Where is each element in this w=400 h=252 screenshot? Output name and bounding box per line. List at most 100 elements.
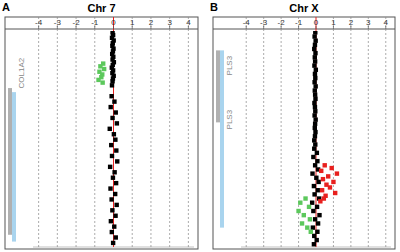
point [303, 196, 307, 200]
point [313, 105, 317, 109]
point [313, 31, 317, 35]
grid-line [94, 17, 95, 247]
frame [5, 17, 198, 249]
point [110, 116, 114, 120]
gene-label: PLS3 [225, 109, 234, 129]
point [313, 92, 317, 96]
point [112, 132, 116, 136]
point [315, 230, 319, 234]
point [313, 122, 317, 126]
point [96, 78, 100, 82]
point [100, 80, 104, 84]
point [312, 242, 316, 246]
gene-label: PLS3 [225, 55, 234, 75]
point [114, 203, 118, 207]
point [317, 213, 321, 217]
grid-line [188, 17, 189, 247]
tick-label: 4 [186, 18, 191, 27]
tick-label: -2 [278, 18, 286, 27]
point [312, 184, 316, 188]
grid-line [350, 17, 351, 247]
point [312, 34, 316, 38]
grid-line [150, 17, 151, 247]
grid-line [263, 17, 264, 247]
point [313, 117, 317, 121]
point [109, 197, 113, 201]
point [312, 101, 316, 105]
point [115, 121, 119, 125]
tick-label: 4 [384, 18, 389, 27]
point [109, 219, 113, 223]
tick-label: 0 [314, 18, 319, 27]
point [108, 186, 112, 190]
tick-label: -4 [243, 18, 251, 27]
point [296, 209, 300, 213]
grid-line [333, 17, 334, 247]
point [110, 79, 114, 83]
region-bar [8, 88, 12, 235]
marks [96, 31, 119, 245]
grid-line [38, 17, 39, 247]
point [109, 94, 113, 98]
point [108, 105, 112, 109]
point [313, 109, 317, 113]
point [313, 84, 317, 88]
point [315, 151, 319, 155]
region-bar [12, 92, 16, 241]
point [323, 163, 327, 167]
point [113, 192, 117, 196]
point [321, 177, 325, 181]
point [313, 134, 317, 138]
point [307, 205, 311, 209]
marks [296, 31, 339, 246]
point [326, 174, 330, 178]
tick-label: -1 [295, 18, 303, 27]
point [113, 214, 117, 218]
strip-border [213, 29, 395, 30]
point [313, 130, 317, 134]
point [112, 99, 116, 103]
point [313, 97, 317, 101]
point [309, 230, 313, 234]
point [311, 225, 315, 229]
tick-label: 3 [366, 18, 371, 27]
point [312, 138, 316, 142]
grid-line [132, 17, 133, 247]
figure: AChr 7-4-3-2-101234COL1A2BChr X-4-3-2-10… [0, 0, 400, 252]
point [312, 47, 316, 51]
point [111, 241, 115, 245]
frame [213, 17, 395, 249]
tick-label: -2 [72, 18, 80, 27]
grid-line [169, 17, 170, 247]
tick-label: 2 [149, 18, 154, 27]
point [312, 80, 316, 84]
point [98, 64, 102, 68]
grid-line [76, 17, 77, 247]
tick-label: 0 [111, 18, 116, 27]
grid-line [246, 17, 247, 247]
point [333, 191, 337, 195]
point [112, 224, 116, 228]
point [114, 148, 118, 152]
region-bar [216, 50, 220, 122]
point [316, 180, 320, 184]
point [312, 192, 316, 196]
point [111, 176, 115, 180]
point [313, 59, 317, 63]
point [312, 234, 316, 238]
title: Chr X [289, 2, 319, 14]
point [302, 213, 306, 217]
point [313, 163, 317, 167]
gene-label: COL1A2 [17, 57, 26, 88]
point [108, 165, 112, 169]
point [313, 126, 317, 130]
point [316, 221, 320, 225]
point [310, 171, 314, 175]
point [102, 67, 106, 71]
point [313, 38, 317, 42]
tick-label: -1 [91, 18, 99, 27]
point [311, 155, 315, 159]
grid-line [368, 17, 369, 247]
point [312, 146, 316, 150]
point [110, 154, 114, 158]
